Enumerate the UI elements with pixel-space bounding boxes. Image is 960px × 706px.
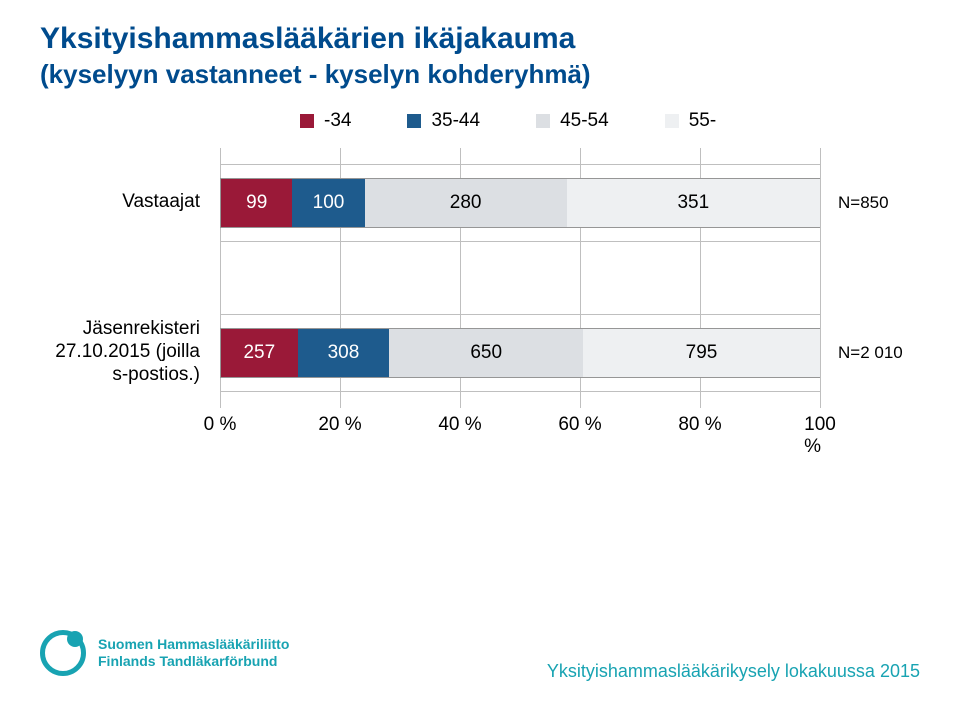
x-axis-label: 80 % bbox=[678, 414, 721, 436]
legend-label: 55- bbox=[689, 110, 716, 132]
plot-area: Vastaajat 99 100 280 351 N=850 Jäsenreki… bbox=[220, 148, 820, 408]
footer-caption: Yksityishammaslääkärikysely lokakuussa 2… bbox=[547, 661, 920, 682]
legend-item: 35-44 bbox=[407, 110, 480, 132]
legend-label: 35-44 bbox=[431, 110, 480, 132]
bar-segment: 257 bbox=[221, 329, 298, 377]
n-label: N=850 bbox=[820, 193, 889, 213]
gridline bbox=[820, 148, 821, 408]
bar-segment: 795 bbox=[583, 329, 820, 377]
n-label: N=2 010 bbox=[820, 343, 903, 363]
bar: 257 308 650 795 bbox=[220, 328, 820, 378]
x-axis-label: 0 % bbox=[204, 414, 237, 436]
bar-segment: 100 bbox=[292, 179, 364, 227]
org-logo-icon bbox=[40, 630, 86, 676]
chart: Vastaajat 99 100 280 351 N=850 Jäsenreki… bbox=[40, 148, 920, 438]
legend-swatch-icon bbox=[407, 114, 421, 128]
row-tick bbox=[220, 391, 820, 392]
bar-segment: 351 bbox=[567, 179, 820, 227]
legend-swatch-icon bbox=[665, 114, 679, 128]
row-label: Vastaajat bbox=[40, 191, 220, 214]
legend: -34 35-44 45-54 55- bbox=[300, 110, 920, 132]
bar-row: Vastaajat 99 100 280 351 N=850 bbox=[220, 148, 820, 258]
row-tick bbox=[220, 164, 820, 165]
x-axis: 0 % 20 % 40 % 60 % 80 % 100 % bbox=[220, 408, 820, 438]
x-axis-label: 40 % bbox=[438, 414, 481, 436]
row-tick bbox=[220, 314, 820, 315]
legend-label: -34 bbox=[324, 110, 351, 132]
org-name: Suomen Hammaslääkäriliitto Finlands Tand… bbox=[98, 636, 289, 671]
chart-subtitle: (kyselyyn vastanneet - kyselyn kohderyhm… bbox=[40, 59, 920, 90]
bar-segment: 650 bbox=[389, 329, 583, 377]
org-name-line1: Suomen Hammaslääkäriliitto bbox=[98, 636, 289, 654]
row-label: Jäsenrekisteri 27.10.2015 (joilla s-post… bbox=[40, 318, 220, 386]
row-tick bbox=[220, 241, 820, 242]
bar-segment: 99 bbox=[221, 179, 292, 227]
footer-logo-block: Suomen Hammaslääkäriliitto Finlands Tand… bbox=[40, 630, 289, 676]
x-axis-label: 100 % bbox=[804, 414, 836, 458]
bar: 99 100 280 351 bbox=[220, 178, 820, 228]
legend-item: 55- bbox=[665, 110, 716, 132]
bar-segment: 280 bbox=[365, 179, 567, 227]
x-axis-label: 20 % bbox=[318, 414, 361, 436]
page: Yksityishammaslääkärien ikäjakauma (kyse… bbox=[0, 0, 960, 706]
legend-item: -34 bbox=[300, 110, 351, 132]
x-axis-label: 60 % bbox=[558, 414, 601, 436]
bar-segment: 308 bbox=[298, 329, 390, 377]
legend-item: 45-54 bbox=[536, 110, 609, 132]
chart-title: Yksityishammaslääkärien ikäjakauma bbox=[40, 22, 920, 57]
legend-swatch-icon bbox=[300, 114, 314, 128]
legend-swatch-icon bbox=[536, 114, 550, 128]
bar-row: Jäsenrekisteri 27.10.2015 (joilla s-post… bbox=[220, 298, 820, 408]
org-name-line2: Finlands Tandläkarförbund bbox=[98, 653, 289, 671]
legend-label: 45-54 bbox=[560, 110, 609, 132]
